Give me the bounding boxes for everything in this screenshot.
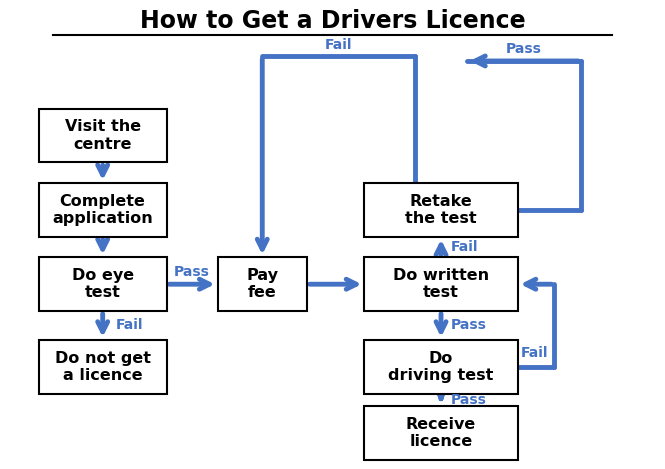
FancyBboxPatch shape (364, 257, 517, 311)
Text: Fail: Fail (325, 38, 352, 52)
Text: How to Get a Drivers Licence: How to Get a Drivers Licence (140, 9, 525, 33)
FancyBboxPatch shape (364, 183, 517, 237)
FancyBboxPatch shape (39, 340, 166, 393)
FancyBboxPatch shape (364, 340, 517, 393)
Text: Complete
application: Complete application (53, 194, 153, 226)
Text: Pass: Pass (506, 42, 542, 56)
FancyBboxPatch shape (39, 257, 166, 311)
Text: Do eye
test: Do eye test (72, 268, 134, 301)
Text: Pass: Pass (451, 318, 487, 333)
Text: Fail: Fail (521, 346, 549, 360)
Text: Pass: Pass (451, 393, 487, 407)
FancyBboxPatch shape (39, 183, 166, 237)
Text: Do not get
a licence: Do not get a licence (55, 350, 151, 383)
FancyBboxPatch shape (39, 109, 166, 162)
Text: Receive
licence: Receive licence (406, 416, 476, 449)
Text: Visit the
centre: Visit the centre (65, 120, 141, 152)
Text: Fail: Fail (116, 318, 144, 333)
Text: Pay
fee: Pay fee (246, 268, 278, 301)
FancyBboxPatch shape (217, 257, 307, 311)
Text: Retake
the test: Retake the test (405, 194, 477, 226)
Text: Do
driving test: Do driving test (388, 350, 493, 383)
Text: Do written
test: Do written test (393, 268, 489, 301)
FancyBboxPatch shape (364, 406, 517, 460)
Text: Fail: Fail (451, 240, 479, 254)
Text: Pass: Pass (174, 265, 210, 280)
